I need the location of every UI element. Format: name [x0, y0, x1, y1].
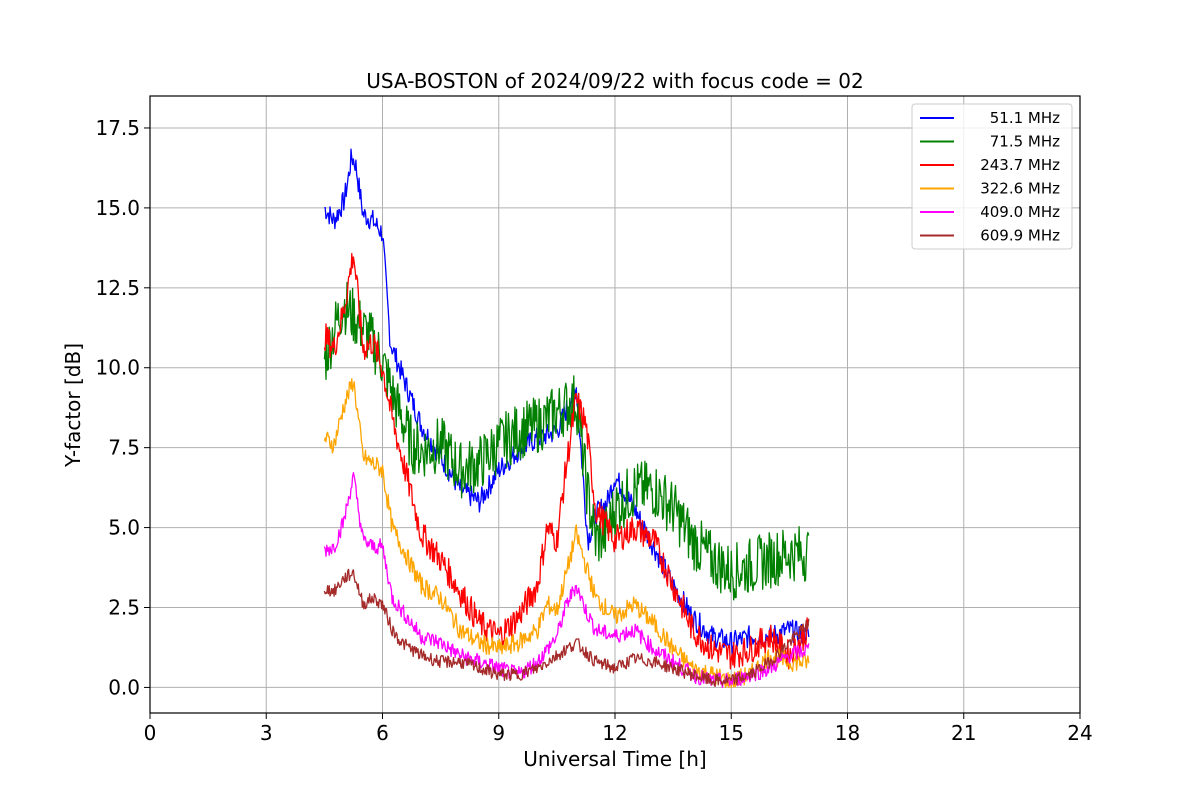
x-tick-label: 24: [1067, 721, 1092, 745]
y-tick-label: 17.5: [95, 116, 140, 140]
chart-title: USA-BOSTON of 2024/09/22 with focus code…: [366, 69, 863, 93]
x-tick-label: 12: [602, 721, 627, 745]
y-tick-label: 15.0: [95, 196, 140, 220]
y-tick-label: 0.0: [108, 675, 140, 699]
x-tick-label: 3: [260, 721, 273, 745]
legend-label: 409.0 MHz: [980, 203, 1060, 221]
y-tick-label: 10.0: [95, 356, 140, 380]
y-tick-label: 5.0: [108, 516, 140, 540]
legend-label: 243.7 MHz: [980, 156, 1060, 174]
x-tick-label: 21: [951, 721, 976, 745]
legend-label: 609.9 MHz: [980, 227, 1060, 245]
y-tick-label: 7.5: [108, 436, 140, 460]
x-axis-label: Universal Time [h]: [523, 747, 706, 771]
y-axis-label: Y-factor [dB]: [61, 343, 85, 468]
y-tick-label: 12.5: [95, 276, 140, 300]
series-line: [323, 281, 810, 601]
y-tick-label: 2.5: [108, 596, 140, 620]
legend-label: 51.1 MHz: [985, 109, 1060, 127]
series-line: [323, 568, 810, 687]
x-tick-label: 6: [376, 721, 389, 745]
x-tick-label: 18: [835, 721, 860, 745]
series-line: [323, 252, 810, 670]
x-tick-label: 0: [144, 721, 157, 745]
x-tick-label: 15: [719, 721, 744, 745]
legend-label: 322.6 MHz: [980, 180, 1060, 198]
series-layer: [323, 148, 810, 689]
axis-ticks: 0 3 6 9 12 15 18 21 24 0.0 2.5 5.0 7.5 10.0 12.5 15.0 17…: [95, 116, 1092, 745]
legend-label: 71.5 MHz: [985, 133, 1060, 151]
x-tick-label: 9: [492, 721, 505, 745]
series-line: [323, 378, 810, 689]
legend: 51.1 MHz 71.5 MHz 243.7 MHz 322.6 MHz 409.0…: [911, 103, 1073, 250]
